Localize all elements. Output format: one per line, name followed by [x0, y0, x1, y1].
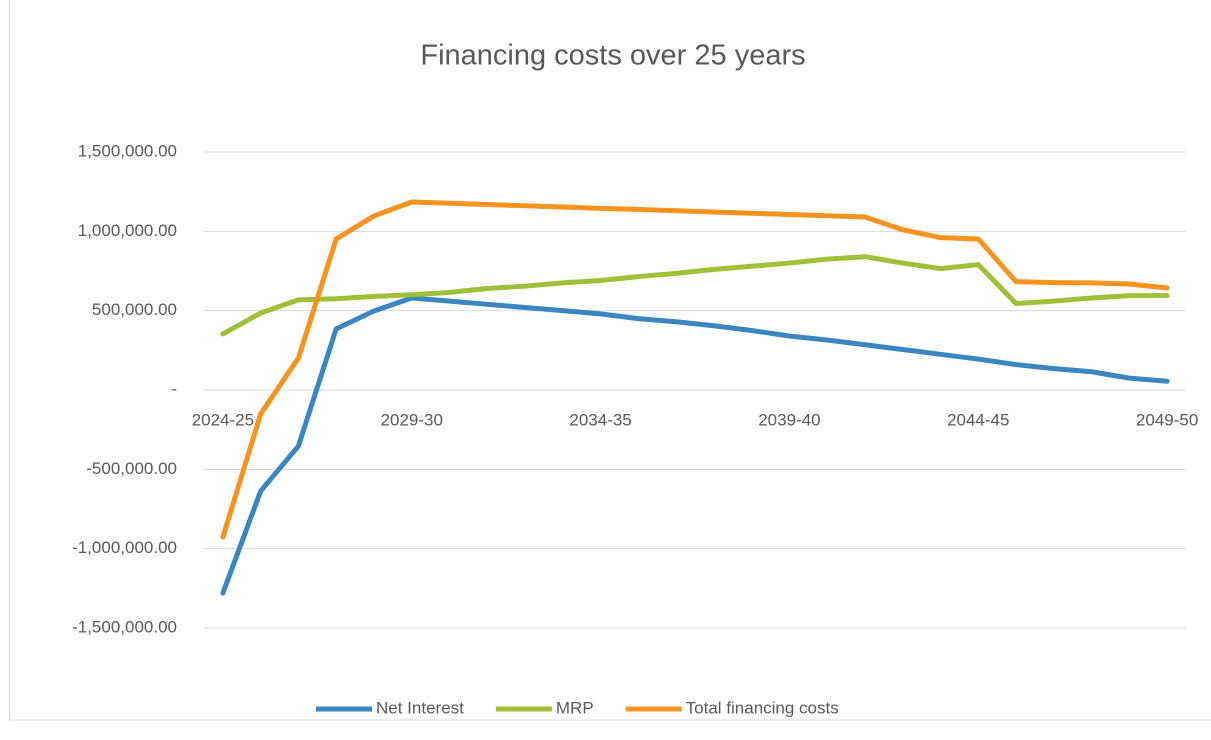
y-tick-label: - [171, 379, 177, 398]
y-tick-label: -1,500,000.00 [72, 617, 177, 636]
legend-label: Total financing costs [686, 698, 839, 717]
chart-title: Financing costs over 25 years [420, 40, 805, 72]
x-tick-label: 2024-25 [192, 410, 254, 429]
chart-frame [9, 0, 1211, 721]
legend-label: MRP [556, 698, 594, 717]
y-tick-label: 1,500,000.00 [78, 141, 177, 160]
x-tick-label: 2044-45 [947, 410, 1009, 429]
x-tick-label: 2029-30 [381, 410, 443, 429]
y-tick-label: -500,000.00 [86, 459, 177, 478]
y-tick-label: 1,000,000.00 [78, 221, 177, 240]
y-tick-label: 500,000.00 [92, 300, 177, 319]
series-line [220, 295, 1170, 596]
x-tick-label: 2039-40 [758, 410, 820, 429]
y-tick-label: -1,000,000.00 [72, 538, 177, 557]
x-tick-label: 2049-50 [1136, 410, 1198, 429]
x-tick-label: 2034-35 [569, 410, 631, 429]
legend-label: Net Interest [376, 698, 464, 717]
series-line [220, 254, 1170, 337]
series-line [220, 199, 1170, 540]
